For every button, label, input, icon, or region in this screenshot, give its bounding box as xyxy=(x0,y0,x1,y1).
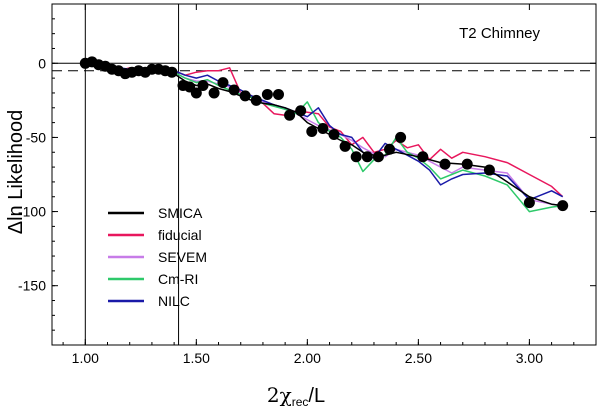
smica-point xyxy=(439,158,451,170)
legend-label: NILC xyxy=(158,293,190,309)
smica-point xyxy=(239,90,251,102)
smica-point xyxy=(350,151,362,163)
smica-point xyxy=(284,109,296,121)
x-tick-label: 3.00 xyxy=(516,350,543,366)
legend: SMICA fiducial SEVEM Cm-RI NILC xyxy=(108,205,207,309)
x-axis-title-main: 2χ xyxy=(267,383,292,407)
reference-lines xyxy=(52,4,596,345)
smica-point xyxy=(328,128,340,140)
x-axis-title-tail: /L xyxy=(308,385,325,407)
smica-point xyxy=(228,84,240,96)
x-tick-label: 1.00 xyxy=(72,350,99,366)
smica-point xyxy=(190,87,202,99)
x-tick-label: 2.50 xyxy=(405,350,432,366)
legend-label: fiducial xyxy=(158,227,202,243)
y-tick-label: 0 xyxy=(38,55,46,71)
smica-point xyxy=(361,151,373,163)
x-tick-label: 2.00 xyxy=(294,350,321,366)
smica-point xyxy=(384,143,396,155)
smica-point xyxy=(306,126,318,138)
smica-point xyxy=(483,164,495,176)
y-tick-label: -100 xyxy=(18,204,46,220)
y-axis-title: Δln Likelihood xyxy=(5,110,27,235)
plot-frame xyxy=(51,3,597,346)
chart-annotation: T2 Chimney xyxy=(459,25,540,42)
legend-label: Cm-RI xyxy=(158,271,198,287)
x-tick-label: 1.50 xyxy=(183,350,210,366)
smica-point xyxy=(523,197,535,209)
legend-label: SMICA xyxy=(158,205,203,221)
smica-point xyxy=(557,200,569,212)
x-axis-title-sub: rec xyxy=(292,395,309,409)
smica-points xyxy=(79,56,569,212)
y-tick-label: -150 xyxy=(18,278,46,294)
smica-point xyxy=(461,158,473,170)
smica-point xyxy=(272,88,284,100)
smica-point xyxy=(317,123,329,135)
y-tick-label: -50 xyxy=(26,129,46,145)
smica-point xyxy=(395,131,407,143)
axis-ticks: 1.00 1.50 2.00 2.50 3.00 0 -50 -100 -150 xyxy=(18,4,596,366)
smica-point xyxy=(166,66,178,78)
smica-point xyxy=(208,87,220,99)
smica-point xyxy=(261,88,273,100)
smica-point xyxy=(197,80,209,92)
smica-point xyxy=(295,105,307,117)
smica-point xyxy=(372,151,384,163)
smica-point xyxy=(339,140,351,152)
series-line-smica xyxy=(85,62,563,207)
series-line-cm-ri xyxy=(85,62,563,213)
legend-label: SEVEM xyxy=(158,249,207,265)
smica-point xyxy=(250,94,262,106)
series-lines xyxy=(85,61,564,213)
smica-point xyxy=(417,151,429,163)
series-line-sevem xyxy=(85,62,563,207)
x-axis-title: 2χrec/L xyxy=(267,383,325,409)
smica-point xyxy=(217,77,229,89)
